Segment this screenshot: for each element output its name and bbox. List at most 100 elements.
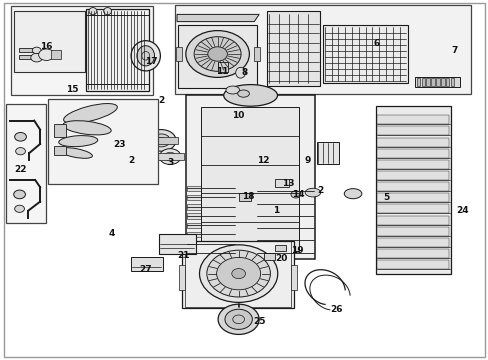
Circle shape [159,149,181,165]
Bar [179,265,185,290]
Bar [440,78,444,86]
Bar [187,250,232,256]
Bar [376,149,448,158]
Circle shape [199,245,277,302]
Text: 16: 16 [40,42,53,51]
Bar [187,186,232,191]
Text: 4: 4 [108,229,115,238]
Bar [187,204,232,210]
Circle shape [207,47,227,61]
Text: 24: 24 [455,206,468,215]
Bar [187,241,232,246]
Text: 3: 3 [167,158,173,167]
Bar [426,78,429,86]
Text: 26: 26 [329,305,342,314]
Circle shape [15,205,24,212]
Circle shape [224,309,252,329]
Ellipse shape [237,90,249,97]
Bar [435,78,439,86]
Bar [159,234,195,254]
Bar [157,153,184,160]
Bar [218,62,227,72]
Ellipse shape [305,188,320,197]
Text: 8: 8 [241,68,247,77]
Bar [376,216,448,225]
Text: 23: 23 [113,140,126,149]
Bar [376,115,448,124]
Bar [322,25,407,83]
Bar [376,126,448,135]
Bar [54,124,66,137]
Bar [376,138,448,147]
Circle shape [216,257,260,290]
Text: 9: 9 [304,156,311,165]
Bar [376,227,448,236]
Ellipse shape [344,189,361,199]
Bar [416,78,419,86]
Text: 27: 27 [139,266,152,274]
Bar [376,171,448,180]
Bar [48,99,158,184]
Text: 17: 17 [145,57,158,66]
Circle shape [185,31,249,77]
Bar [85,9,149,91]
Circle shape [218,304,259,334]
Ellipse shape [137,46,154,66]
Bar [144,137,178,144]
Text: 7: 7 [450,46,457,55]
Circle shape [231,269,245,279]
Bar [264,253,274,260]
Bar [19,55,33,59]
Bar [131,257,163,271]
Text: 6: 6 [373,39,379,48]
Ellipse shape [131,41,160,71]
Bar [187,195,232,200]
Bar [238,193,250,201]
Bar [266,11,320,86]
Circle shape [110,129,132,145]
Text: 21: 21 [177,251,189,260]
Circle shape [290,191,300,198]
Circle shape [31,53,42,62]
Bar [376,204,448,213]
Text: 1: 1 [273,206,279,215]
Text: 22: 22 [14,165,27,174]
Bar [254,47,260,61]
Bar [187,232,232,237]
Bar [376,260,448,269]
Circle shape [15,132,26,141]
Circle shape [32,47,41,54]
Bar [184,241,291,307]
Bar [316,142,338,164]
Circle shape [206,250,270,297]
Text: 2: 2 [158,96,164,105]
Bar [187,222,232,228]
Bar [19,48,33,52]
Ellipse shape [63,121,111,135]
Ellipse shape [225,86,239,94]
Text: 2: 2 [128,156,134,165]
Circle shape [39,49,54,60]
Text: 11: 11 [216,68,228,77]
Circle shape [14,190,25,199]
Bar [6,104,46,223]
Text: 2: 2 [317,186,323,195]
Bar [178,25,256,88]
Polygon shape [177,14,259,22]
Text: 25: 25 [252,317,265,326]
Ellipse shape [223,85,277,106]
Circle shape [194,37,241,71]
Bar [176,47,182,61]
Text: 15: 15 [66,85,79,94]
Bar [274,179,289,187]
Circle shape [146,130,176,151]
Circle shape [16,148,25,155]
Ellipse shape [89,8,97,15]
Bar [376,193,448,202]
Bar [14,11,84,72]
Bar [375,106,450,274]
Bar [450,78,453,86]
Bar [182,241,294,308]
Ellipse shape [103,8,111,15]
Bar [54,146,66,155]
